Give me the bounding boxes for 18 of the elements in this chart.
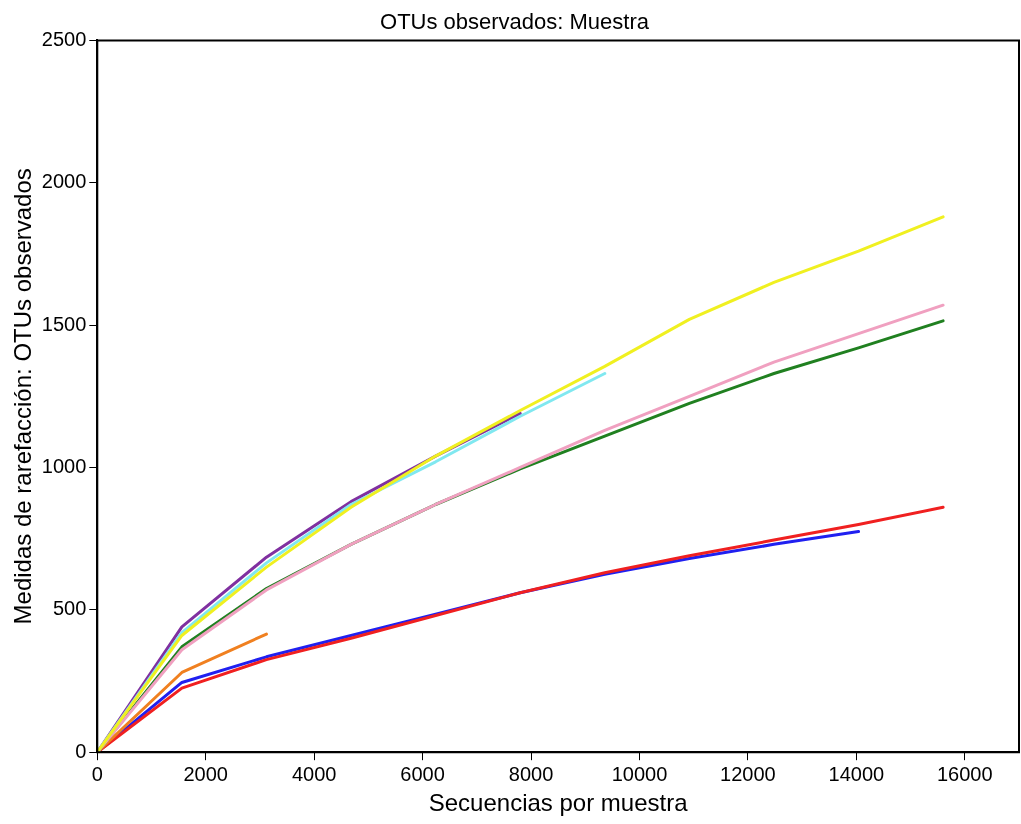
- x-tick-label: 4000: [291, 762, 337, 785]
- y-tick-label: 2500: [41, 27, 87, 50]
- y-tick-label: 1000: [41, 455, 87, 477]
- y-tick-label: 500: [52, 597, 87, 620]
- x-tick-label: 10000: [611, 762, 668, 785]
- y-axis-title: Medidas de rarefacción: OTUs observados: [9, 168, 37, 625]
- y-tick-label: 2000: [41, 170, 87, 193]
- chart-title: OTUs observados: Muestra: [380, 9, 650, 35]
- x-tick-label: 14000: [828, 762, 885, 785]
- y-tick-label: 1500: [41, 312, 87, 335]
- x-tick-label: 0: [91, 762, 103, 785]
- y-tick-label: 0: [75, 739, 87, 762]
- x-tick-label: 6000: [400, 762, 445, 785]
- x-tick-label: 12000: [720, 762, 776, 785]
- x-tick-label: 8000: [508, 762, 554, 785]
- x-tick-label: 16000: [936, 762, 993, 785]
- x-tick-label: 2000: [183, 762, 228, 785]
- x-axis-title: Secuencias por muestra: [428, 789, 689, 817]
